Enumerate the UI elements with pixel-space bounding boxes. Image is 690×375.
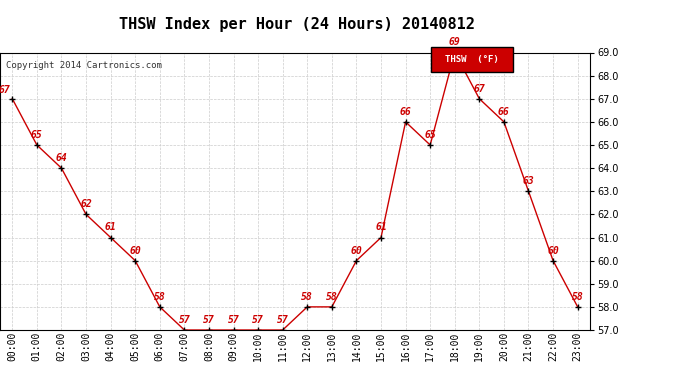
Text: 67: 67 bbox=[473, 84, 485, 94]
Text: 65: 65 bbox=[424, 130, 436, 140]
Text: 62: 62 bbox=[80, 199, 92, 209]
Text: 57: 57 bbox=[253, 315, 264, 325]
Text: 66: 66 bbox=[400, 107, 411, 117]
Text: 57: 57 bbox=[179, 315, 190, 325]
Text: 58: 58 bbox=[302, 292, 313, 302]
Text: 63: 63 bbox=[522, 176, 534, 186]
Text: 65: 65 bbox=[31, 130, 43, 140]
Text: 57: 57 bbox=[228, 315, 239, 325]
Text: 67: 67 bbox=[0, 85, 11, 95]
FancyBboxPatch shape bbox=[431, 47, 513, 72]
Text: Copyright 2014 Cartronics.com: Copyright 2014 Cartronics.com bbox=[6, 61, 161, 70]
Text: THSW  (°F): THSW (°F) bbox=[445, 55, 499, 64]
Text: 60: 60 bbox=[547, 246, 559, 255]
Text: 61: 61 bbox=[375, 222, 387, 232]
Text: 69: 69 bbox=[449, 38, 461, 47]
Text: THSW Index per Hour (24 Hours) 20140812: THSW Index per Hour (24 Hours) 20140812 bbox=[119, 17, 475, 32]
Text: 64: 64 bbox=[56, 153, 68, 163]
Text: 58: 58 bbox=[572, 292, 584, 302]
Text: 66: 66 bbox=[498, 107, 510, 117]
Text: 57: 57 bbox=[203, 315, 215, 325]
Text: 57: 57 bbox=[277, 315, 288, 325]
Text: 60: 60 bbox=[129, 246, 141, 255]
Text: 58: 58 bbox=[326, 292, 337, 302]
Text: 58: 58 bbox=[154, 292, 166, 302]
Text: 61: 61 bbox=[105, 222, 117, 232]
Text: 60: 60 bbox=[351, 246, 362, 255]
